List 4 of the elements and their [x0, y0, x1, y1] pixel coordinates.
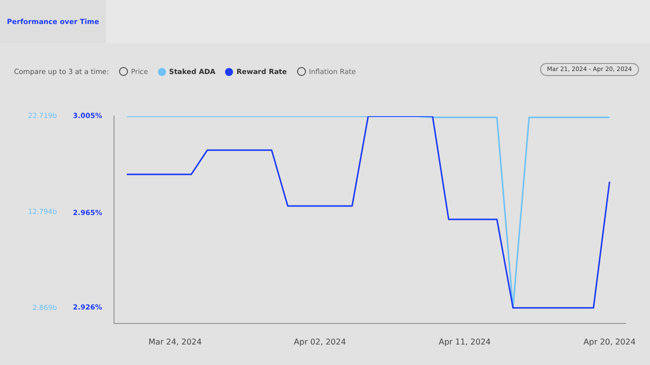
- x-tick-label: Apr 20, 2024: [584, 337, 636, 346]
- x-tick-label: Mar 24, 2024: [148, 337, 202, 346]
- x-tick-label: Apr 02, 2024: [294, 337, 346, 346]
- x-tick-label: Apr 11, 2024: [438, 337, 491, 346]
